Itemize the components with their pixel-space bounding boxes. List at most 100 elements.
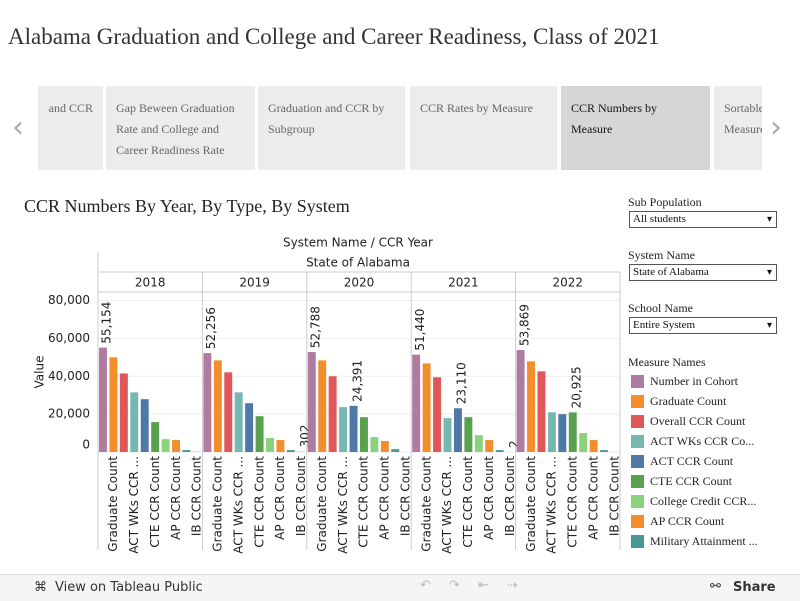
legend-swatch [631, 395, 644, 408]
view-icon: ⌘ [34, 580, 47, 595]
x-tick-label: Graduate Count [106, 456, 120, 552]
legend-label: ACT WKs CCR Co... [650, 434, 754, 448]
legend-label: College Credit CCR... [650, 494, 756, 508]
toolbar-icons: ↶↷⇤⇢ [420, 578, 536, 593]
bar [527, 361, 535, 452]
header-title: System Name / CCR Year [283, 236, 433, 250]
bar [276, 440, 284, 452]
bar [569, 412, 577, 452]
bar [464, 417, 472, 452]
year-label: 2020 [344, 276, 375, 290]
legend-title: Measure Names [628, 355, 706, 369]
bar [360, 417, 368, 452]
bar [193, 451, 201, 452]
bar [214, 360, 222, 452]
share-button[interactable]: Share [733, 580, 776, 595]
x-tick-label: AP CCR Count [273, 456, 287, 540]
legend-swatch [631, 435, 644, 448]
data-label: 51,440 [413, 309, 427, 351]
view-link[interactable]: View on Tableau Public [55, 580, 203, 595]
bar [537, 371, 545, 452]
legend-label: AP CCR Count [650, 514, 725, 528]
y-tick-label: 60,000 [48, 331, 90, 345]
bar [287, 450, 295, 452]
data-label: 52,256 [204, 307, 218, 349]
x-tick-label: CTE CCR Count [148, 456, 162, 548]
bar [475, 435, 483, 452]
bar [558, 414, 566, 452]
x-tick-label: ACT WKs CCR ... [440, 456, 454, 554]
bar [350, 406, 358, 452]
x-tick-label: Graduate Count [419, 456, 433, 552]
bar [444, 418, 452, 452]
bar [245, 403, 253, 452]
x-tick-label: Graduate Count [524, 456, 538, 552]
year-label: 2018 [135, 276, 166, 290]
y-tick-label: 40,000 [48, 369, 90, 383]
data-label: 23,110 [455, 362, 469, 404]
bar [130, 392, 138, 452]
year-label: 2021 [448, 276, 479, 290]
bar [423, 363, 431, 452]
bar [454, 408, 462, 452]
bar [548, 412, 556, 452]
bar [151, 422, 159, 452]
share-icon: ⚯ [710, 579, 721, 594]
x-tick-label: AP CCR Count [169, 456, 183, 540]
bar [266, 438, 274, 452]
year-label: 2022 [553, 276, 584, 290]
bar [120, 373, 128, 452]
bar [172, 440, 180, 452]
legend-label: ACT CCR Count [650, 454, 734, 468]
x-tick-label: IB CCR Count [398, 456, 412, 536]
legend-swatch [631, 375, 644, 388]
bar [141, 399, 149, 452]
x-tick-label: AP CCR Count [482, 456, 496, 540]
bar [600, 450, 608, 452]
bar [391, 449, 399, 452]
bar [183, 450, 191, 452]
x-tick-label: IB CCR Count [607, 456, 621, 536]
x-tick-label: AP CCR Count [586, 456, 600, 540]
bar [579, 433, 587, 452]
bar [339, 407, 347, 452]
x-tick-label: CTE CCR Count [357, 456, 371, 548]
data-label: 24,391 [350, 360, 364, 402]
legend-swatch [631, 475, 644, 488]
legend-swatch [631, 495, 644, 508]
bar [370, 437, 378, 452]
x-tick-label: CTE CCR Count [252, 456, 266, 548]
y-tick-label: 20,000 [48, 407, 90, 421]
bar [433, 377, 441, 452]
x-tick-label: Graduate Count [315, 456, 329, 552]
data-label: 20,925 [570, 366, 584, 408]
legend-label: Graduate Count [650, 394, 727, 408]
x-tick-label: AP CCR Count [378, 456, 392, 540]
data-label: 55,154 [100, 302, 114, 344]
toolbar: ⌘ View on Tableau Public ↶↷⇤⇢ ⚯ Share [0, 574, 800, 601]
bar [329, 376, 337, 452]
year-label: 2019 [239, 276, 270, 290]
bar [203, 353, 211, 452]
x-tick-label: IB CCR Count [190, 456, 204, 536]
x-tick-label: IB CCR Count [503, 456, 517, 536]
y-axis-label: Value [33, 356, 47, 389]
bar [224, 372, 232, 452]
x-tick-label: ACT WKs CCR ... [127, 456, 141, 554]
x-tick-label: IB CCR Count [294, 456, 308, 536]
legend-swatch [631, 415, 644, 428]
legend-label: CTE CCR Count [650, 474, 733, 488]
x-tick-label: ACT WKs CCR ... [231, 456, 245, 554]
legend-swatch [631, 455, 644, 468]
bar [318, 360, 326, 452]
bar [496, 450, 504, 452]
bar [235, 392, 243, 452]
bar [256, 416, 264, 452]
group-label: State of Alabama [306, 256, 410, 270]
bar [297, 451, 305, 452]
data-label: 52,788 [309, 306, 323, 348]
x-tick-label: CTE CCR Count [461, 456, 475, 548]
bar [485, 440, 493, 452]
bar [517, 350, 525, 452]
